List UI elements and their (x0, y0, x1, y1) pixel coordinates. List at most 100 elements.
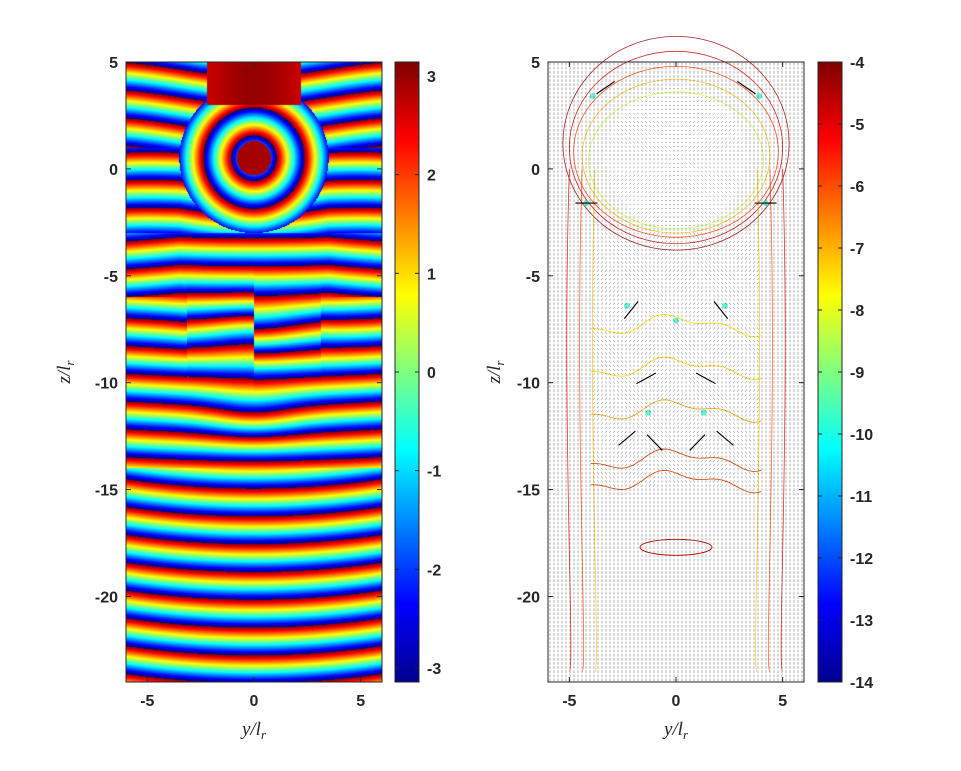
quiver-row (549, 662, 803, 665)
quiver-row (549, 418, 803, 421)
quiver-row (549, 397, 803, 401)
quiver-row (549, 62, 803, 66)
quiver-row (549, 348, 803, 351)
contour-line (562, 35, 790, 251)
phase-colorbar-tick-label: -3 (427, 661, 441, 678)
phase-colorbar-tick-label: 0 (427, 365, 436, 382)
quiver-row (549, 546, 803, 549)
quiver-row (549, 525, 803, 529)
quiver-row (549, 178, 803, 182)
quiver-row (549, 195, 803, 198)
quiver-row (549, 405, 803, 409)
quiver-row (549, 104, 803, 107)
quiver-row (549, 567, 803, 570)
quiver-row (549, 360, 803, 363)
quiver-row (549, 265, 803, 268)
quiver-row (549, 534, 803, 537)
phase-y-tick-label: -5 (104, 269, 118, 286)
quiver-row (549, 211, 803, 215)
quiver-row (549, 302, 803, 306)
quiver-row (549, 608, 803, 611)
phase-colorbar: 3 2 1 0 -1 -2 -3 (394, 61, 441, 683)
field-plot-background (548, 62, 804, 682)
field-colorbar-tick-label: -7 (850, 241, 864, 258)
quiver-row (549, 629, 803, 632)
field-x-tick-label: -5 (562, 693, 576, 710)
quiver-row (549, 83, 803, 86)
quiver-row (549, 294, 803, 297)
quiver-row (549, 604, 803, 607)
contour-accent (722, 302, 729, 309)
quiver-row (549, 170, 803, 173)
quiver-row (549, 434, 803, 438)
quiver-row (549, 145, 803, 148)
quiver-arrow-large (695, 372, 716, 385)
quiver-row (549, 414, 803, 417)
quiver-row (549, 558, 803, 562)
quiver-row (549, 207, 803, 210)
quiver-row (549, 314, 803, 318)
phase-x-tick-label: 5 (356, 693, 365, 710)
quiver-arrow-large (636, 372, 657, 385)
quiver-row (549, 637, 803, 640)
quiver-row (549, 190, 803, 194)
field-colorbar-tick-label: -12 (850, 551, 873, 568)
quiver-row (549, 186, 803, 190)
field-colorbar-tick-label: -9 (850, 365, 864, 382)
quiver-arrow-large (646, 434, 663, 451)
quiver-row (549, 162, 803, 165)
quiver-row (549, 385, 803, 388)
quiver-row (549, 87, 803, 91)
quiver-row (549, 401, 803, 405)
quiver-row (549, 658, 803, 661)
quiver-row (549, 327, 803, 330)
quiver-row (549, 443, 803, 446)
contour-line (566, 168, 786, 672)
field-colorbar-tick-label: -4 (850, 55, 864, 72)
quiver-row (549, 500, 803, 504)
field-x-tick-label: 0 (672, 693, 681, 710)
field-colorbar-tick-label: -14 (850, 675, 873, 692)
quiver-row (549, 75, 803, 78)
quiver-row (549, 492, 803, 496)
quiver-row (549, 343, 803, 347)
quiver-row (549, 372, 803, 376)
quiver-row (549, 447, 803, 450)
quiver-row (549, 281, 803, 285)
phase-y-axis-label: z/lr (54, 360, 77, 385)
phase-colorbar-tick-label: 2 (427, 168, 436, 185)
quiver-row (549, 219, 803, 223)
quiver-row (549, 261, 803, 264)
phase-colorbar-tick-label: 3 (427, 69, 436, 86)
quiver-row (549, 310, 803, 314)
contour-accent (700, 409, 707, 416)
quiver-arrow-large (618, 430, 636, 446)
phase-colorbar-tick-label: 1 (427, 266, 436, 283)
field-y-tick-label: -5 (526, 269, 540, 286)
quiver-row (549, 600, 803, 603)
phase-y-ticks: 5 0 -5 -10 -15 -20 (95, 55, 382, 606)
quiver-row (549, 426, 803, 430)
quiver-row (549, 124, 803, 128)
quiver-row (549, 269, 803, 272)
phase-x-tick-label: -5 (140, 693, 154, 710)
quiver-row (549, 616, 803, 620)
contour-line (590, 469, 762, 494)
phase-y-tick-label: 5 (109, 55, 118, 72)
quiver-row (549, 674, 803, 678)
quiver-row (549, 95, 803, 99)
phase-x-axis-label: y/lr (240, 719, 267, 742)
quiver-row (549, 182, 803, 186)
quiver-arrow-large (737, 80, 756, 95)
quiver-row (549, 286, 803, 289)
contour-accent (589, 93, 596, 100)
field-colorbar-tick-label: -11 (850, 489, 872, 506)
quiver-arrows (549, 62, 803, 682)
contour-line (590, 399, 762, 423)
quiver-row (549, 128, 803, 132)
quiver-arrow-large (623, 301, 639, 319)
quiver-row (549, 364, 803, 368)
quiver-row (549, 215, 803, 219)
quiver-row (549, 591, 803, 595)
quiver-row (549, 509, 803, 512)
